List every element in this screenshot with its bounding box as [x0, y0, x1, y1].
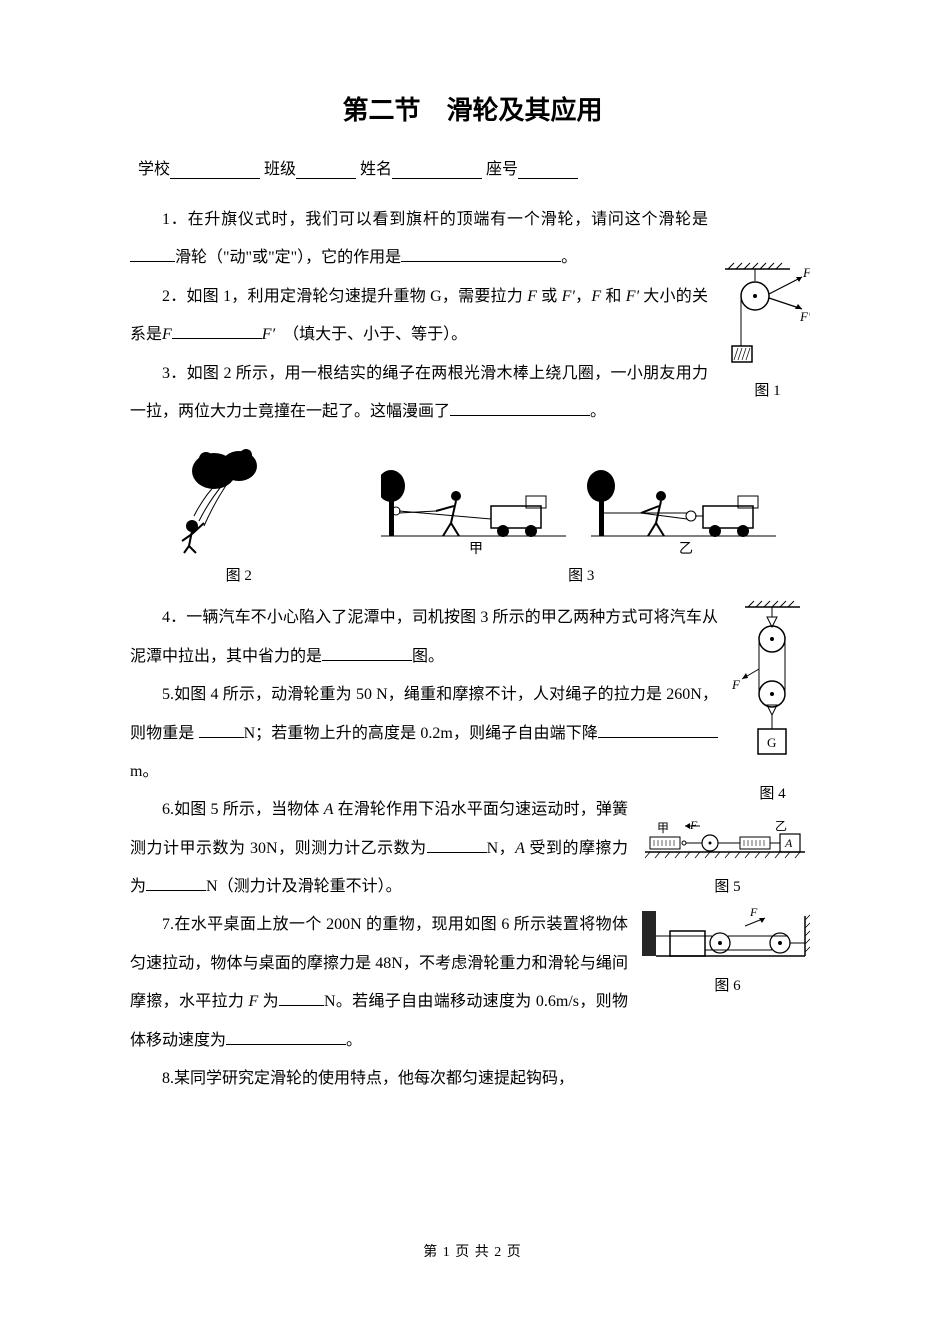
fig3-label: 图 3: [568, 558, 594, 594]
fig3-svg: 甲: [381, 451, 781, 556]
school-label: 学校: [138, 161, 170, 178]
q6-blank2[interactable]: [146, 875, 206, 891]
q2-comma: ，: [575, 288, 591, 305]
q2-Fp3: F′: [262, 326, 275, 343]
q7-text2: 为: [258, 993, 279, 1010]
q2-Fp1: F′: [562, 288, 575, 305]
q2-text1: 2．如图 1，利用定滑轮匀速提升重物 G，需要拉力: [162, 288, 527, 305]
q2-blank[interactable]: [172, 323, 262, 339]
q4-text2: 图。: [412, 648, 444, 665]
q2-and: 和: [601, 288, 626, 305]
question-8: 8.某同学研究定滑轮的使用特点，他每次都匀速提起钩码，: [130, 1060, 815, 1098]
question-5: 5.如图 4 所示，动滑轮重为 50 N，绳重和摩擦不计，人对绳子的拉力是 26…: [130, 676, 815, 791]
school-blank[interactable]: [170, 161, 260, 179]
question-1: 1．在升旗仪式时，我们可以看到旗杆的顶端有一个滑轮，请问这个滑轮是滑轮（"动"或…: [130, 201, 815, 278]
q6-text1: 6.如图 5 所示，当物体: [162, 801, 324, 818]
content-area: F F′ 图 1 1．在升旗仪式时，我们可以看到旗杆的顶端有一个滑轮，请问这个滑…: [130, 201, 815, 1098]
fig3-jia-label: 甲: [469, 542, 483, 556]
q3-text1: 3．如图 2 所示，用一根结实的绳子在两根光滑木棒上绕几圈，一小朋友用力一拉，两…: [130, 365, 708, 420]
figure-3: 甲: [381, 451, 781, 594]
question-3: 3．如图 2 所示，用一根结实的绳子在两根光滑木棒上绕几圈，一小朋友用力一拉，两…: [130, 355, 815, 432]
q5-blank2[interactable]: [598, 722, 718, 738]
name-label: 姓名: [360, 161, 392, 178]
fig2-svg: [164, 441, 314, 556]
q5-text3: m。: [130, 763, 158, 780]
page-footer: 第 1 页 共 2 页: [0, 1241, 945, 1261]
q1-text1: 1．在升旗仪式时，我们可以看到旗杆的顶端有一个滑轮，请问这个滑轮是: [162, 211, 708, 228]
page-title: 第二节 滑轮及其应用: [130, 90, 815, 127]
q2-F: F: [527, 288, 537, 305]
figures-row-2-3: 图 2: [130, 441, 815, 594]
q1-blank2[interactable]: [401, 246, 561, 262]
q2-F2: F: [591, 288, 601, 305]
class-label: 班级: [264, 161, 296, 178]
q7-blank2[interactable]: [226, 1029, 346, 1045]
q6-blank1[interactable]: [427, 837, 487, 853]
q7-F: F: [249, 993, 259, 1010]
fig3-yi-label: 乙: [679, 541, 693, 556]
q7-text4: 。: [346, 1032, 362, 1049]
name-blank[interactable]: [392, 161, 482, 179]
q2-or: 或: [537, 288, 562, 305]
q1-blank1[interactable]: [130, 246, 175, 262]
seat-blank[interactable]: [518, 161, 578, 179]
q6-text5: N（测力计及滑轮重不计）。: [206, 878, 402, 895]
q1-text3: 。: [561, 249, 577, 266]
q2-F3: F: [162, 326, 172, 343]
fig2-label: 图 2: [226, 558, 252, 594]
q3-text2: 。: [590, 403, 606, 420]
seat-label: 座号: [486, 161, 518, 178]
question-6: 6.如图 5 所示，当物体 A 在滑轮作用下沿水平面匀速运动时，弹簧测力计甲示数…: [130, 791, 815, 906]
question-4: 4．一辆汽车不小心陷入了泥潭中，司机按图 3 所示的甲乙两种方式可将汽车从泥潭中…: [130, 599, 815, 676]
q8-text1: 8.某同学研究定滑轮的使用特点，他每次都匀速提起钩码，: [162, 1070, 574, 1087]
q6-A2: A: [515, 840, 525, 857]
class-blank[interactable]: [296, 161, 356, 179]
q6-text3: N，: [487, 840, 516, 857]
q6-A1: A: [324, 801, 334, 818]
q7-blank1[interactable]: [279, 990, 324, 1006]
q2-Fp2: F′: [626, 288, 639, 305]
student-info-line: 学校 班级 姓名 座号: [130, 155, 815, 179]
q3-blank[interactable]: [450, 400, 590, 416]
q5-blank1[interactable]: [199, 722, 244, 738]
q4-blank[interactable]: [322, 645, 412, 661]
figure-2: 图 2: [164, 441, 314, 594]
q1-text2: 滑轮（"动"或"定"），它的作用是: [175, 249, 401, 266]
question-7: 7.在水平桌面上放一个 200N 的重物，现用如图 6 所示装置将物体匀速拉动，…: [130, 906, 815, 1060]
q2-text3: （填大于、小于、等于）。: [291, 326, 467, 343]
q5-text2: N；若重物上升的高度是 0.2m，则绳子自由端下降: [244, 725, 598, 742]
question-2: 2．如图 1，利用定滑轮匀速提升重物 G，需要拉力 F 或 F′，F 和 F′ …: [130, 278, 815, 355]
